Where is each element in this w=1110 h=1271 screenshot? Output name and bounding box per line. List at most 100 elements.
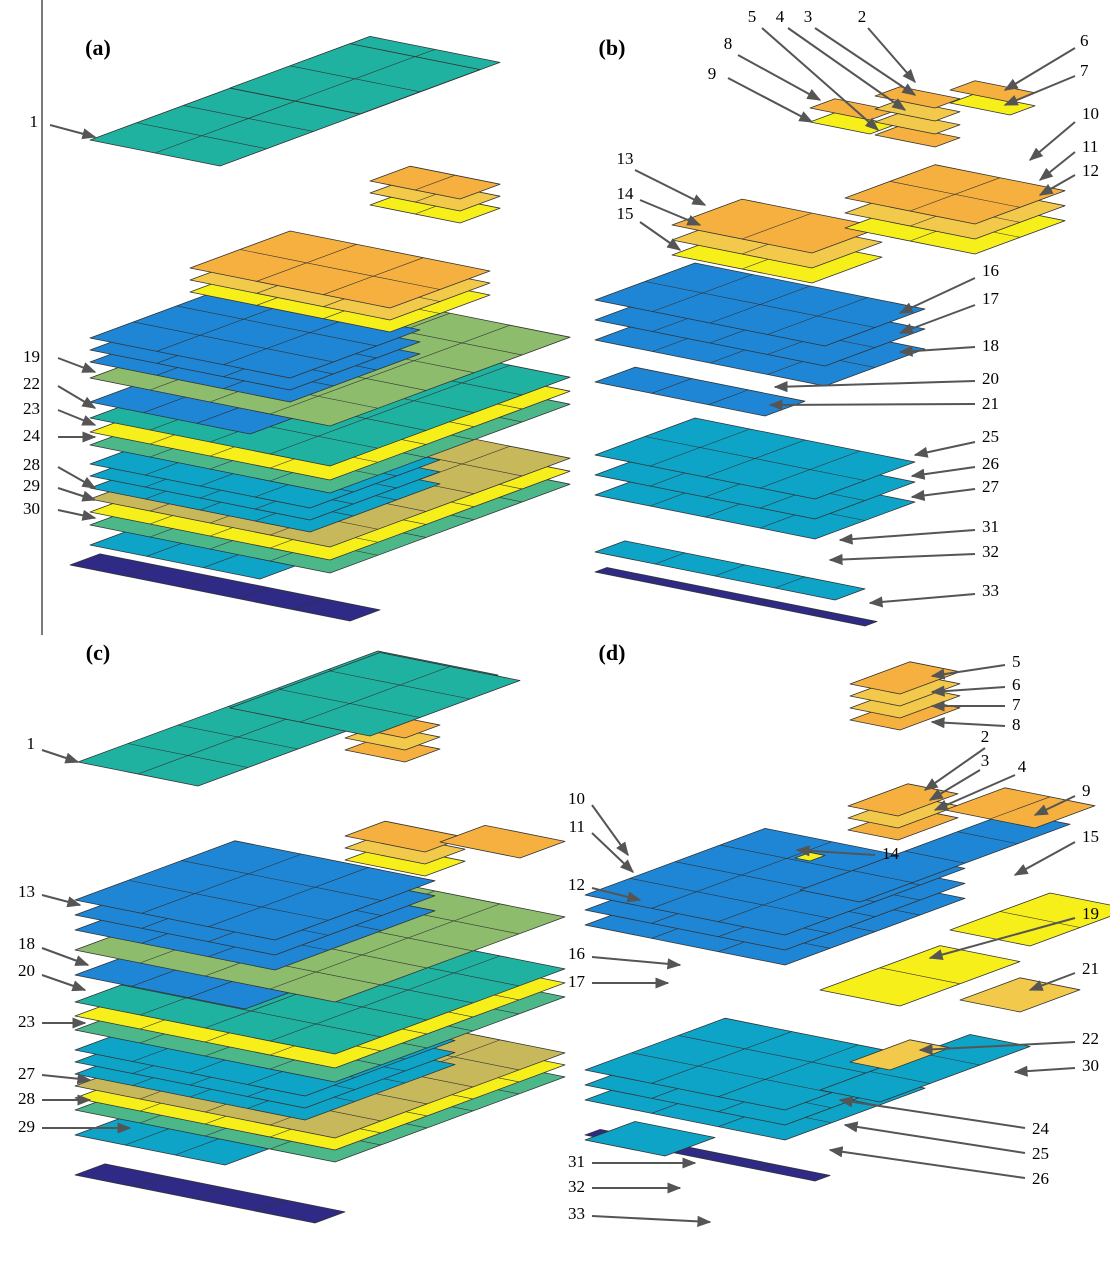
layer-label: 32: [982, 542, 999, 561]
layer-label: 27: [982, 477, 1000, 496]
layer-label: 31: [568, 1152, 585, 1171]
label-arrow: [900, 278, 975, 313]
layer-label: 17: [982, 289, 1000, 308]
layer-label: 26: [1032, 1169, 1049, 1188]
layer-label: 23: [18, 1012, 35, 1031]
label-arrow: [58, 488, 95, 500]
label-arrow: [58, 410, 95, 425]
layer-label: 19: [23, 347, 40, 366]
layer-label: 30: [23, 499, 40, 518]
layer-label: 18: [982, 336, 999, 355]
label-arrow: [845, 1125, 1025, 1153]
layer-label: 28: [23, 455, 40, 474]
label-arrow: [1040, 152, 1075, 180]
panel-title: (b): [599, 35, 626, 60]
layer-label: 24: [23, 426, 41, 445]
label-arrow: [592, 957, 680, 965]
layer-label: 33: [568, 1204, 585, 1223]
label-arrow: [635, 170, 705, 205]
layer-label: 14: [617, 184, 635, 203]
layer-label: 33: [982, 581, 999, 600]
label-arrow: [1005, 48, 1075, 90]
layer-label: 29: [23, 476, 40, 495]
label-arrow: [915, 442, 975, 455]
layer-label: 20: [18, 961, 35, 980]
layer-label: 17: [568, 972, 586, 991]
layer-label: 9: [708, 64, 717, 83]
layer-label: 9: [1082, 781, 1091, 800]
layer-label: 11: [569, 817, 585, 836]
label-arrow: [58, 467, 95, 488]
plate: [75, 1164, 345, 1223]
layer-label: 13: [18, 882, 35, 901]
layer-label: 6: [1012, 675, 1021, 694]
layer-label: 30: [1082, 1056, 1099, 1075]
layer-label: 21: [982, 394, 999, 413]
layer-label: 22: [1082, 1029, 1099, 1048]
layer-label: 1: [27, 734, 36, 753]
label-arrow: [42, 895, 80, 905]
layer-label: 4: [776, 7, 785, 26]
layer-label: 31: [982, 517, 999, 536]
label-arrow: [42, 750, 78, 762]
layer-label: 10: [568, 789, 585, 808]
plate-face: [960, 978, 1080, 1012]
layer-label: 24: [1032, 1119, 1050, 1138]
layer-label: 16: [568, 944, 585, 963]
layer-label: 14: [882, 844, 900, 863]
plate: [945, 788, 1095, 828]
layer-label: 6: [1080, 31, 1089, 50]
layer-label: 15: [617, 204, 634, 223]
plate: [960, 978, 1080, 1012]
label-arrow: [770, 404, 975, 405]
plate-face: [440, 825, 565, 858]
layer-label: 19: [1082, 904, 1099, 923]
layer-label: 4: [1018, 757, 1027, 776]
label-arrow: [58, 386, 95, 408]
layer-label: 13: [617, 149, 634, 168]
label-arrow: [840, 530, 975, 540]
layer-label: 22: [23, 374, 40, 393]
layer-label: 25: [1032, 1144, 1049, 1163]
layer-label: 12: [568, 875, 585, 894]
layer-label: 12: [1082, 161, 1099, 180]
label-arrow: [932, 722, 1005, 726]
label-arrow: [1015, 842, 1075, 875]
layer-label: 2: [858, 7, 867, 26]
label-arrow: [58, 510, 95, 518]
layer-label: 8: [724, 34, 733, 53]
layer-label: 32: [568, 1177, 585, 1196]
layer-label: 11: [1082, 137, 1098, 156]
label-arrow: [58, 358, 95, 372]
layer-label: 3: [804, 7, 813, 26]
label-arrow: [912, 489, 975, 497]
layer-label: 1: [30, 112, 39, 131]
label-arrow: [1015, 1068, 1075, 1072]
panel-title: (c): [86, 640, 110, 665]
layer-label: 20: [982, 369, 999, 388]
label-arrow: [830, 1150, 1025, 1178]
label-arrow: [815, 28, 915, 95]
label-arrow: [640, 222, 680, 250]
layer-label: 15: [1082, 827, 1099, 846]
panel-title: (a): [85, 35, 111, 60]
layer-label: 23: [23, 399, 40, 418]
layer-label: 7: [1012, 695, 1021, 714]
layer-label: 7: [1080, 61, 1089, 80]
layer-label: 21: [1082, 959, 1099, 978]
label-arrow: [50, 125, 95, 137]
layer-label: 18: [18, 934, 35, 953]
layer-label: 10: [1082, 104, 1099, 123]
label-arrow: [592, 805, 628, 855]
layer-label: 25: [982, 427, 999, 446]
layer-label: 28: [18, 1089, 35, 1108]
label-arrow: [788, 28, 905, 110]
page: {"panels": [ {"title": "(a)", "labels": …: [0, 0, 1110, 1271]
figure: 1192223242829305432896710111213141516171…: [0, 0, 1110, 1271]
layer-label: 27: [18, 1064, 36, 1083]
label-arrow: [42, 975, 85, 990]
label-arrow: [738, 55, 820, 100]
label-arrow: [830, 554, 975, 560]
layer-label: 8: [1012, 715, 1021, 734]
layer-label: 5: [1012, 652, 1021, 671]
